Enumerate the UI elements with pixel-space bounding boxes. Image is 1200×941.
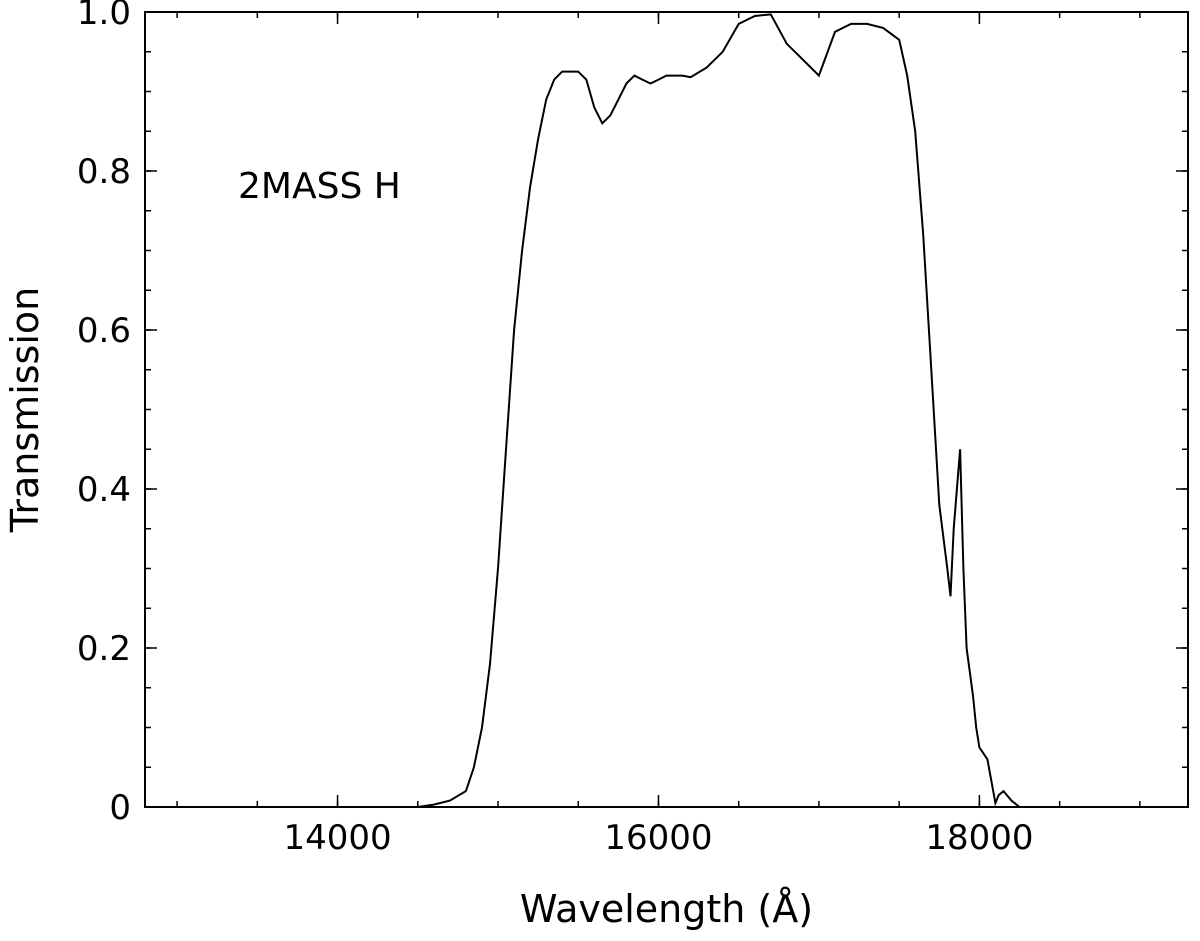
y-tick-label: 0.4 <box>77 470 131 510</box>
y-tick-label: 0 <box>109 788 131 828</box>
x-tick-label: 16000 <box>604 818 712 858</box>
x-tick-label: 14000 <box>283 818 391 858</box>
x-axis-label: Wavelength (Å) <box>520 887 813 931</box>
y-tick-label: 0.6 <box>77 311 131 351</box>
filter-annotation: 2MASS H <box>238 166 401 207</box>
major-ticks <box>145 11 1188 808</box>
y-axis-label: Transmission <box>3 287 47 533</box>
y-tick-label: 0.8 <box>77 152 131 192</box>
x-tick-label: 18000 <box>925 818 1033 858</box>
y-tick-label: 0.2 <box>77 629 131 669</box>
minor-ticks <box>145 11 1188 808</box>
plot-frame <box>144 11 1189 808</box>
tick-labels: 14000 16000 18000 0 0.2 0.4 0.6 0.8 1.0 <box>77 0 1034 858</box>
transmission-curve <box>417 13 1021 808</box>
y-tick-label: 1.0 <box>77 0 131 33</box>
